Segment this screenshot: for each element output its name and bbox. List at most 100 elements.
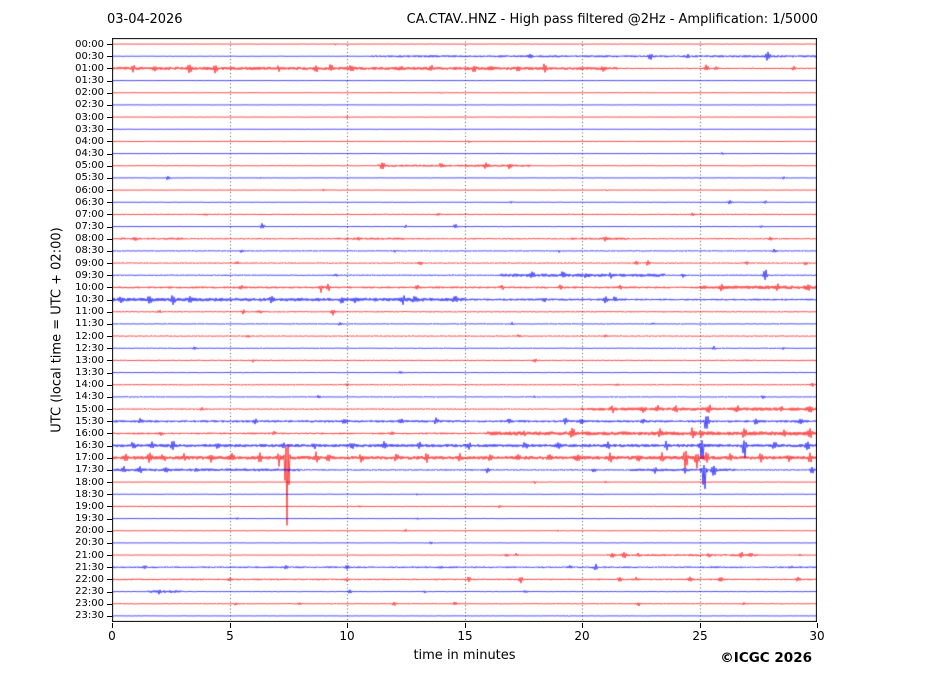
plot-title: CA.CTAV..HNZ - High pass filtered @2Hz -…	[406, 12, 818, 27]
y-tick-mark	[107, 178, 112, 179]
y-tick-mark	[107, 494, 112, 495]
y-tick-label: 03:30	[75, 124, 104, 135]
y-tick-mark	[107, 154, 112, 155]
y-tick-label: 17:00	[75, 452, 104, 463]
y-tick-label: 02:00	[75, 87, 104, 98]
seismogram-traces	[112, 38, 817, 622]
y-tick-label: 08:00	[75, 233, 104, 244]
x-tick-mark	[700, 623, 701, 628]
y-tick-mark	[107, 616, 112, 617]
plot-area	[112, 38, 817, 622]
y-tick-mark	[107, 519, 112, 520]
x-axis-title: time in minutes	[413, 648, 516, 663]
y-tick-label: 21:30	[75, 562, 104, 573]
y-tick-label: 01:00	[75, 63, 104, 74]
y-tick-mark	[107, 141, 112, 142]
y-tick-label: 02:30	[75, 99, 104, 110]
y-tick-mark	[107, 275, 112, 276]
y-tick-mark	[107, 385, 112, 386]
x-tick-label: 15	[457, 629, 473, 643]
y-tick-mark	[107, 360, 112, 361]
y-tick-label: 09:00	[75, 258, 104, 269]
y-tick-label: 11:30	[75, 318, 104, 329]
y-tick-label: 14:30	[75, 391, 104, 402]
x-tick-label: 0	[108, 629, 116, 643]
y-tick-mark	[107, 409, 112, 410]
x-tick-mark	[582, 623, 583, 628]
y-tick-label: 21:00	[75, 550, 104, 561]
y-tick-mark	[107, 324, 112, 325]
y-tick-label: 05:00	[75, 160, 104, 171]
y-tick-label: 09:30	[75, 270, 104, 281]
y-tick-label: 00:30	[75, 51, 104, 62]
y-tick-label: 03:00	[75, 112, 104, 123]
y-tick-label: 08:30	[75, 245, 104, 256]
date-title: 03-04-2026	[107, 12, 183, 27]
y-tick-label: 06:00	[75, 185, 104, 196]
y-tick-label: 05:30	[75, 172, 104, 183]
y-tick-label: 18:30	[75, 489, 104, 500]
x-tick-mark	[465, 623, 466, 628]
y-tick-label: 12:00	[75, 331, 104, 342]
y-tick-mark	[107, 227, 112, 228]
y-tick-mark	[107, 251, 112, 252]
y-tick-label: 19:00	[75, 501, 104, 512]
y-tick-mark	[107, 506, 112, 507]
copyright-label: ©ICGC 2026	[720, 650, 812, 666]
x-tick-label: 5	[226, 629, 234, 643]
y-tick-label: 07:30	[75, 221, 104, 232]
x-tick-label: 30	[809, 629, 825, 643]
y-tick-mark	[107, 190, 112, 191]
y-tick-mark	[107, 373, 112, 374]
y-tick-mark	[107, 470, 112, 471]
y-tick-label: 13:00	[75, 355, 104, 366]
y-tick-mark	[107, 555, 112, 556]
y-tick-mark	[107, 105, 112, 106]
x-tick-mark	[230, 623, 231, 628]
y-tick-label: 14:00	[75, 379, 104, 390]
y-tick-label: 22:00	[75, 574, 104, 585]
y-tick-mark	[107, 531, 112, 532]
y-tick-mark	[107, 433, 112, 434]
y-tick-mark	[107, 81, 112, 82]
y-tick-mark	[107, 287, 112, 288]
y-tick-label: 18:00	[75, 477, 104, 488]
x-tick-label: 20	[574, 629, 590, 643]
y-tick-mark	[107, 482, 112, 483]
y-tick-mark	[107, 56, 112, 57]
y-tick-mark	[107, 592, 112, 593]
y-tick-label: 22:30	[75, 586, 104, 597]
y-tick-mark	[107, 44, 112, 45]
y-tick-label: 13:30	[75, 367, 104, 378]
y-tick-label: 11:00	[75, 306, 104, 317]
y-tick-mark	[107, 300, 112, 301]
y-tick-label: 17:30	[75, 464, 104, 475]
y-tick-mark	[107, 263, 112, 264]
y-tick-label: 20:00	[75, 525, 104, 536]
y-tick-mark	[107, 543, 112, 544]
x-tick-mark	[347, 623, 348, 628]
x-tick-label: 10	[339, 629, 355, 643]
y-tick-mark	[107, 239, 112, 240]
y-tick-label: 10:00	[75, 282, 104, 293]
y-tick-mark	[107, 604, 112, 605]
x-tick-mark	[817, 623, 818, 628]
y-tick-label: 20:30	[75, 537, 104, 548]
y-tick-label: 04:30	[75, 148, 104, 159]
y-tick-label: 15:30	[75, 416, 104, 427]
y-tick-mark	[107, 567, 112, 568]
y-tick-mark	[107, 397, 112, 398]
y-tick-label: 19:30	[75, 513, 104, 524]
y-tick-mark	[107, 446, 112, 447]
x-tick-label: 25	[692, 629, 708, 643]
y-tick-mark	[107, 421, 112, 422]
y-tick-label: 00:00	[75, 39, 104, 50]
x-tick-mark	[112, 623, 113, 628]
y-tick-mark	[107, 214, 112, 215]
y-tick-mark	[107, 348, 112, 349]
y-tick-mark	[107, 336, 112, 337]
y-tick-label: 01:30	[75, 75, 104, 86]
y-tick-label: 23:00	[75, 598, 104, 609]
y-tick-mark	[107, 166, 112, 167]
